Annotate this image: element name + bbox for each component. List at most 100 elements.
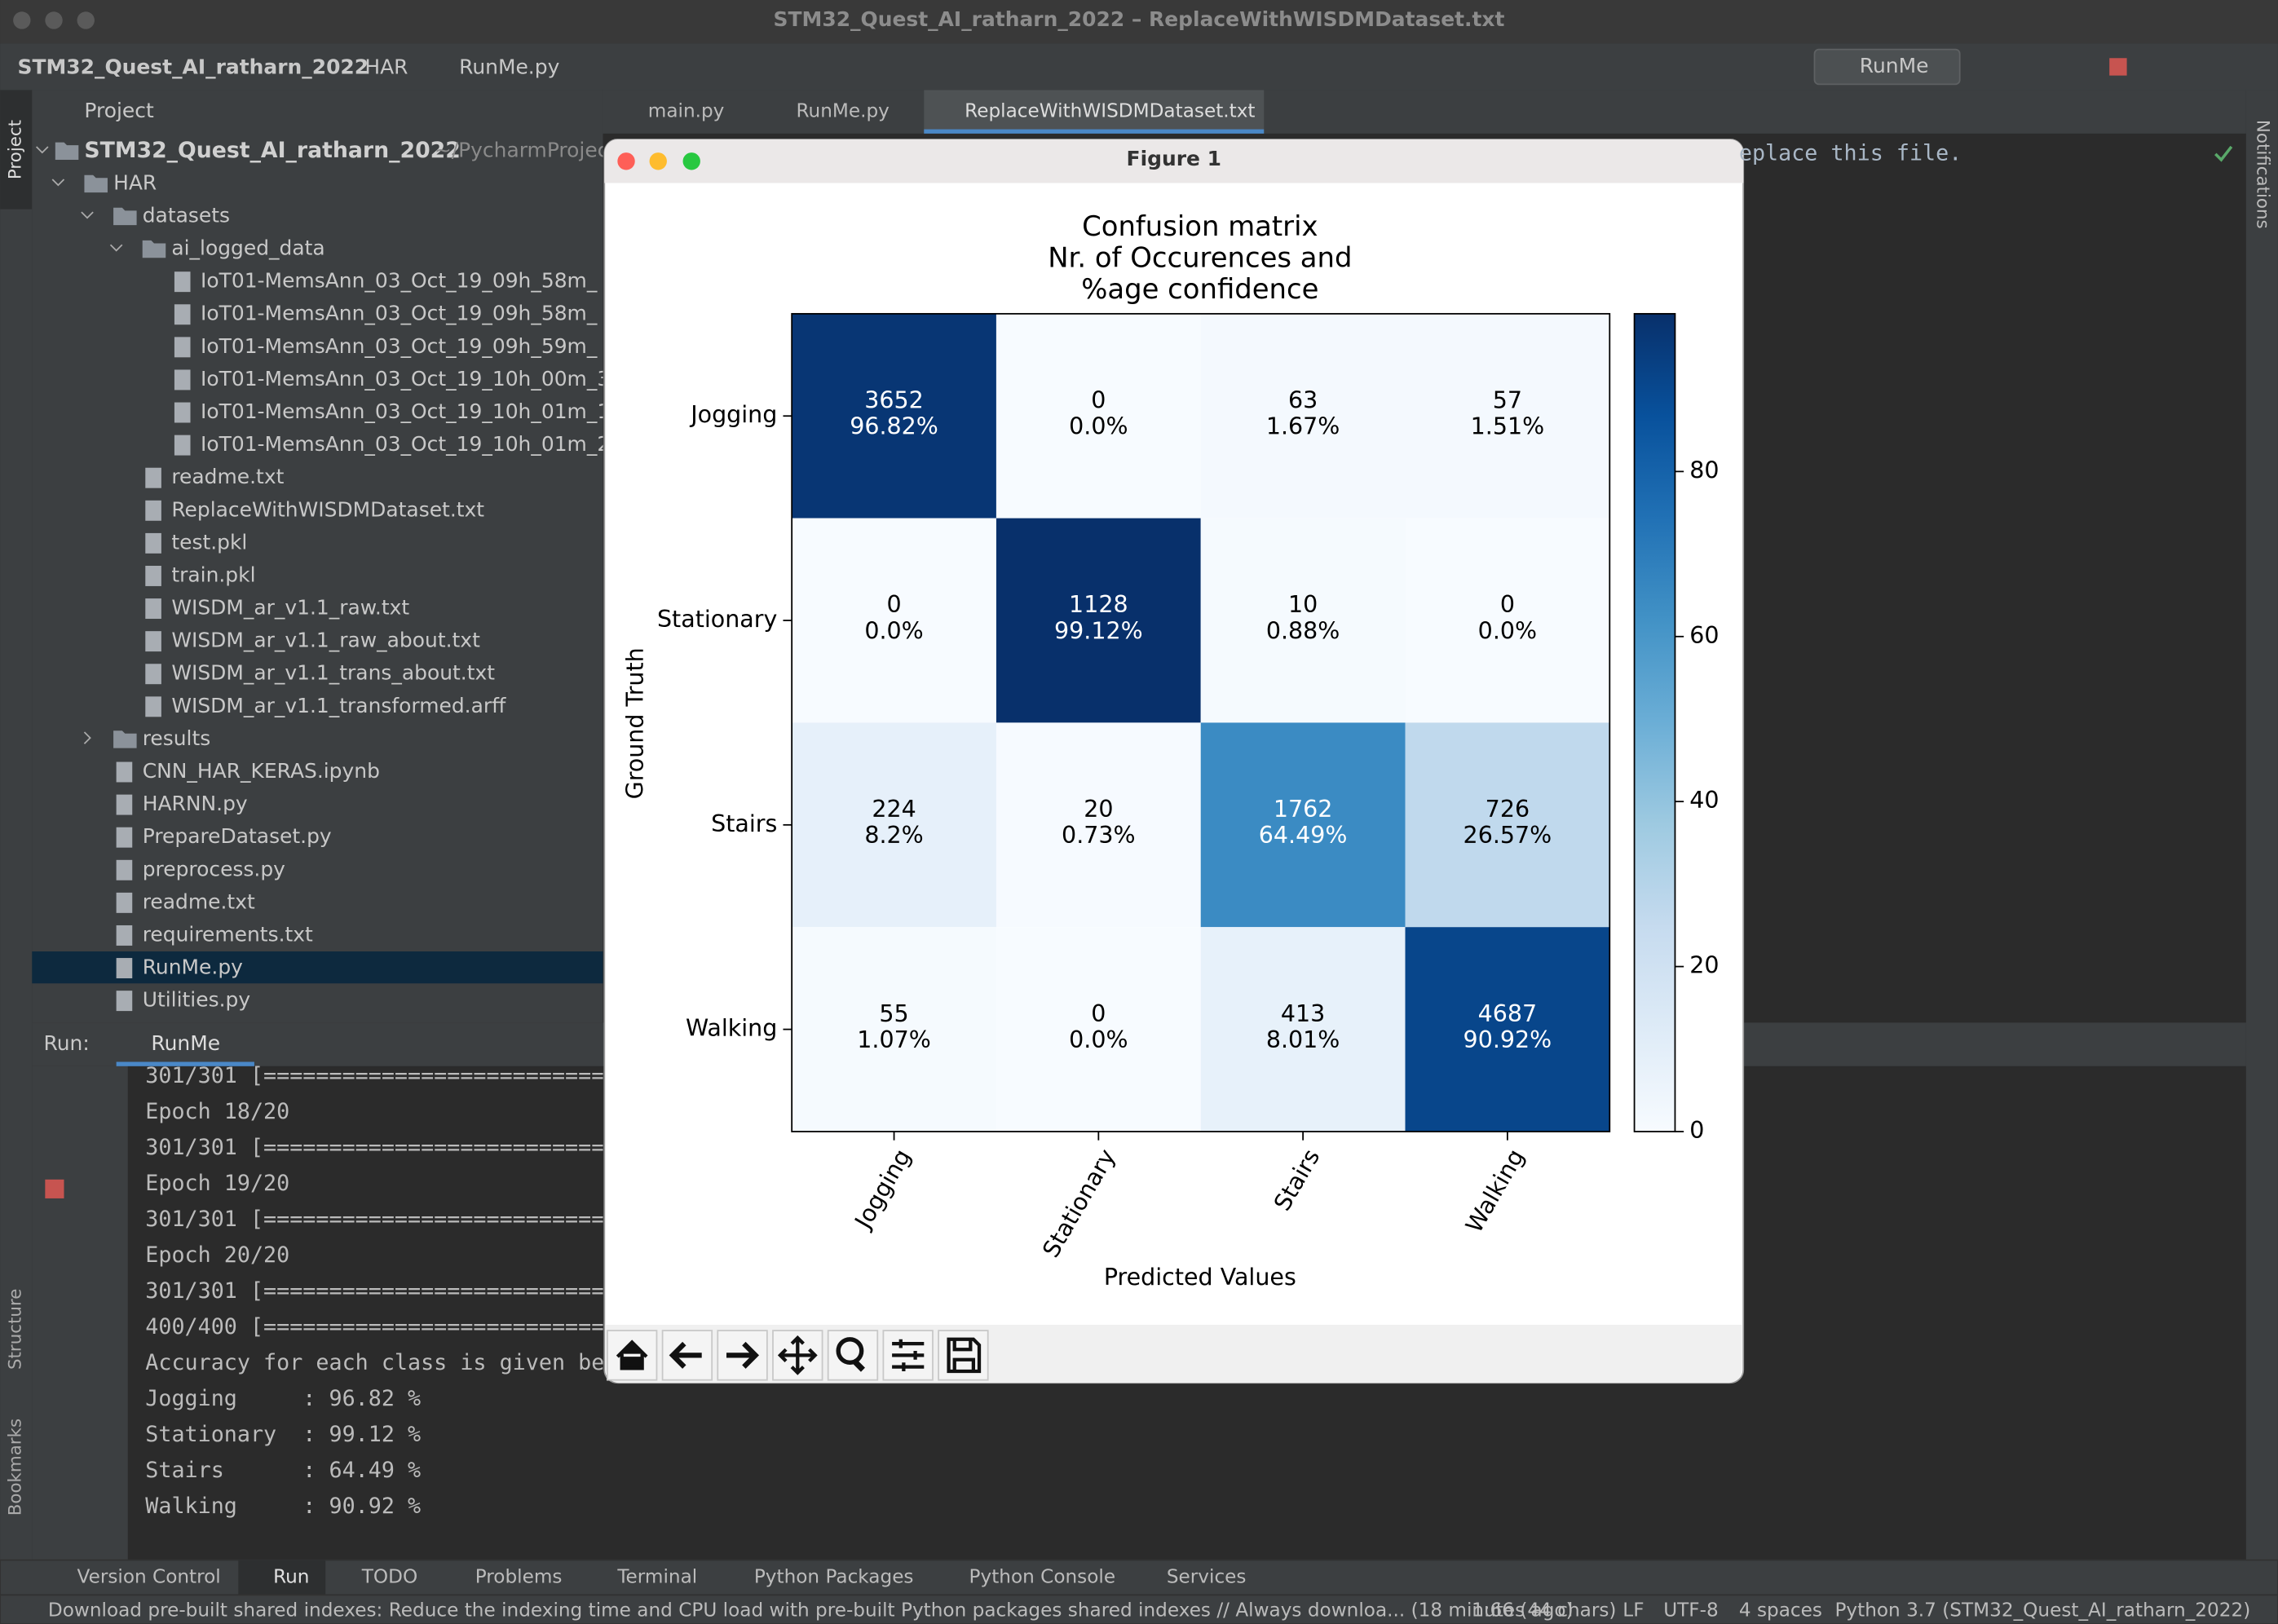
tree-item: WISDM_ar_v1.1_raw_about.txt (171, 629, 480, 652)
file-icon (116, 761, 133, 783)
tool-tab: Run (273, 1566, 309, 1587)
tree-item: WISDM_ar_v1.1_transformed.arff (171, 694, 506, 717)
run-tool-active (238, 1560, 326, 1595)
cell-percent: 0.0% (1069, 1026, 1128, 1053)
cell-percent: 1.67% (1266, 413, 1340, 440)
active-tab[interactable] (924, 90, 1265, 134)
tool-tab: Services (1167, 1566, 1247, 1587)
cell-count: 0 (1091, 1000, 1106, 1027)
run-config-label: RunMe (1860, 54, 1929, 77)
tree-item: WISDM_ar_v1.1_trans_about.txt (171, 661, 495, 685)
cell-count: 0 (886, 591, 901, 618)
cell-percent: 96.82% (850, 413, 938, 440)
file-icon (116, 925, 133, 946)
run-tab-underline (116, 1061, 254, 1066)
zoom[interactable] (77, 11, 95, 29)
tree-item: readme.txt (143, 889, 255, 913)
file-icon (145, 631, 161, 652)
cell (1405, 518, 1610, 723)
cell-count: 3652 (864, 386, 924, 413)
cell-count: 1128 (1069, 591, 1128, 618)
cell-count: 55 (879, 1000, 908, 1027)
home-icon (616, 1339, 648, 1370)
cell-count: 57 (1493, 386, 1522, 413)
file-icon (145, 467, 161, 488)
tree-item: IoT01-MemsAnn_03_Oct_19_09h_59m_ (201, 334, 598, 358)
status-item: UTF-8 (1663, 1600, 1719, 1621)
output-line: Accuracy for each class is given be (145, 1350, 604, 1375)
figure-zoom[interactable] (682, 152, 700, 170)
figure-close[interactable] (617, 152, 635, 170)
chevron (109, 244, 123, 252)
cell-percent: 0.88% (1266, 617, 1340, 644)
cell-percent: 1.07% (857, 1026, 931, 1053)
run-config[interactable] (1813, 48, 1961, 86)
tool-tab: Version Control (77, 1566, 221, 1587)
cell (996, 927, 1201, 1132)
figure-minimize[interactable] (649, 152, 667, 170)
tree-item: preprocess.py (143, 857, 285, 880)
colorbar-tick-label: 0 (1689, 1117, 1704, 1144)
tool-tab: Python Packages (754, 1566, 914, 1587)
cell (792, 927, 996, 1132)
editor-tab: ReplaceWithWISDMDataset.txt (965, 101, 1255, 122)
cell-count: 224 (872, 796, 916, 823)
tree-item: IoT01-MemsAnn_03_Oct_19_10h_01m_1 (201, 399, 610, 423)
window-title: STM32_Quest_AI_ratharn_2022 – ReplaceWit… (774, 7, 1505, 31)
status-bar (0, 1594, 2278, 1624)
tree-item: results (143, 726, 211, 750)
inspection-ok (2214, 145, 2233, 162)
cell (1200, 518, 1406, 723)
tree-item: test.pkl (171, 530, 247, 554)
chart-title: %age confidence (1081, 273, 1318, 305)
file-icon (174, 304, 191, 325)
file-icon (174, 337, 191, 358)
file-icon (145, 565, 161, 586)
cell-count: 1762 (1274, 796, 1333, 823)
stop[interactable] (45, 1179, 64, 1198)
tree-item: HAR (113, 170, 157, 194)
file-icon (116, 991, 133, 1012)
chevron (36, 146, 49, 154)
tree-item: IoT01-MemsAnn_03_Oct_19_10h_01m_2 (201, 432, 610, 456)
status-message: Download pre-built shared indexes: Reduc… (48, 1600, 1574, 1621)
cell (996, 313, 1201, 519)
file-icon (116, 794, 133, 815)
tree-item: ai_logged_data (171, 236, 324, 260)
cell (996, 722, 1201, 928)
panel-title: Project (84, 99, 154, 122)
breadcrumb: RunMe.py (459, 55, 559, 79)
folder-icon (84, 174, 108, 193)
file-icon (145, 696, 161, 717)
zoom-icon (836, 1337, 864, 1365)
cell (792, 313, 996, 519)
output-line: 301/301 [========================== (145, 1063, 604, 1088)
side-tab: Structure (6, 1289, 26, 1370)
folder-icon (113, 730, 137, 748)
cell-percent: 8.2% (864, 822, 923, 849)
cell-percent: 90.92% (1463, 1026, 1552, 1053)
status-item: LF (1622, 1600, 1644, 1621)
tool-home[interactable] (606, 1330, 658, 1381)
run-tab: RunMe (151, 1031, 220, 1055)
breadcrumb: HAR (364, 55, 408, 79)
file-icon (116, 958, 133, 979)
output-line: Epoch 19/20 (145, 1171, 289, 1196)
stop-top[interactable] (2109, 58, 2127, 76)
save-icon (947, 1337, 982, 1374)
output-line: Walking : 90.92 % (145, 1494, 421, 1519)
figure-title: Figure 1 (1127, 147, 1221, 170)
close[interactable] (13, 11, 31, 29)
back-icon (669, 1341, 702, 1369)
status-item: 1:66 (44 chars) (1472, 1600, 1616, 1621)
tool-tab: Terminal (616, 1566, 697, 1587)
figure-title-bar (604, 139, 1744, 183)
tree-item: readme.txt (171, 465, 284, 488)
output-line: Stairs : 64.49 % (145, 1458, 421, 1483)
cell (996, 518, 1201, 723)
cell-count: 10 (1288, 591, 1318, 618)
folder-icon (55, 142, 79, 160)
minimize[interactable] (45, 11, 63, 29)
